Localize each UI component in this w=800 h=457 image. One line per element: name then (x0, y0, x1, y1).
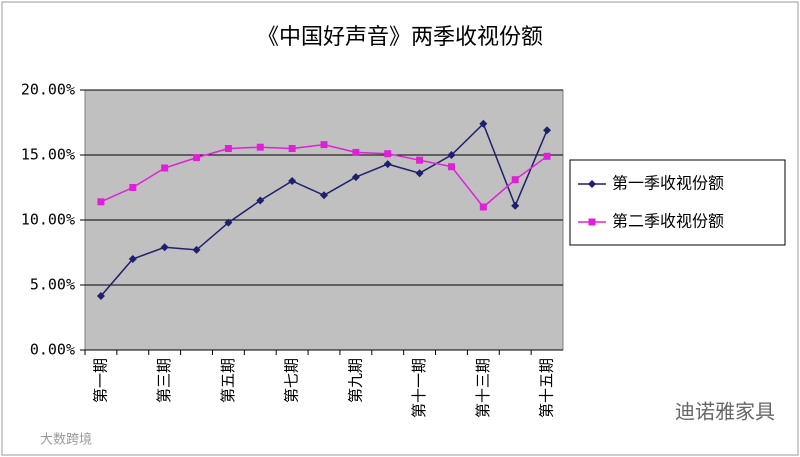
data-point (479, 203, 487, 211)
data-point (97, 198, 105, 206)
data-point (511, 201, 520, 210)
legend-label: 第二季收视份额 (612, 212, 724, 231)
x-tick-label: 第十三期 (474, 358, 492, 418)
y-tick-label: 20.00% (21, 81, 75, 99)
data-point (511, 176, 519, 184)
data-point (288, 177, 297, 185)
x-tick-label: 第十五期 (538, 358, 556, 418)
data-point (129, 184, 137, 191)
watermark: 迪诺雅家具 (675, 400, 775, 424)
x-tick-label: 第五期 (219, 358, 237, 403)
data-point (543, 126, 552, 135)
watermark: 大数跨境 (40, 433, 92, 448)
data-point (447, 163, 455, 171)
data-point (383, 160, 392, 169)
x-tick-label: 第一期 (91, 358, 109, 403)
x-tick-label: 第三期 (155, 358, 173, 403)
data-point (384, 150, 392, 158)
x-tick-label: 第十一期 (410, 358, 428, 418)
data-point (193, 154, 201, 162)
x-tick-label: 第九期 (346, 358, 364, 403)
data-point (588, 218, 596, 226)
data-point (96, 292, 105, 301)
y-tick-label: 5.00% (30, 276, 75, 294)
data-point (416, 156, 424, 164)
data-point (479, 119, 488, 128)
data-point (588, 180, 596, 188)
data-point (256, 196, 265, 205)
chart-title: 《中国好声音》两季收视份额 (257, 25, 543, 50)
data-point (543, 152, 551, 160)
data-point (320, 191, 328, 200)
x-tick-label: 第七期 (283, 358, 301, 403)
data-point (415, 169, 424, 178)
data-point (224, 218, 233, 227)
data-point (256, 143, 264, 151)
data-point (128, 255, 137, 263)
y-tick-label: 15.00% (21, 146, 75, 164)
data-point (192, 245, 201, 254)
data-point (161, 164, 169, 172)
legend-label: 第一季收视份额 (612, 174, 724, 193)
y-tick-label: 10.00% (21, 211, 75, 229)
data-point (351, 173, 360, 182)
legend-box (569, 159, 786, 246)
data-point (224, 145, 232, 152)
data-point (320, 141, 328, 149)
data-point (447, 151, 456, 159)
data-point (160, 243, 169, 252)
data-point (288, 145, 296, 152)
y-tick-label: 0.00% (30, 341, 75, 359)
data-point (352, 148, 360, 156)
